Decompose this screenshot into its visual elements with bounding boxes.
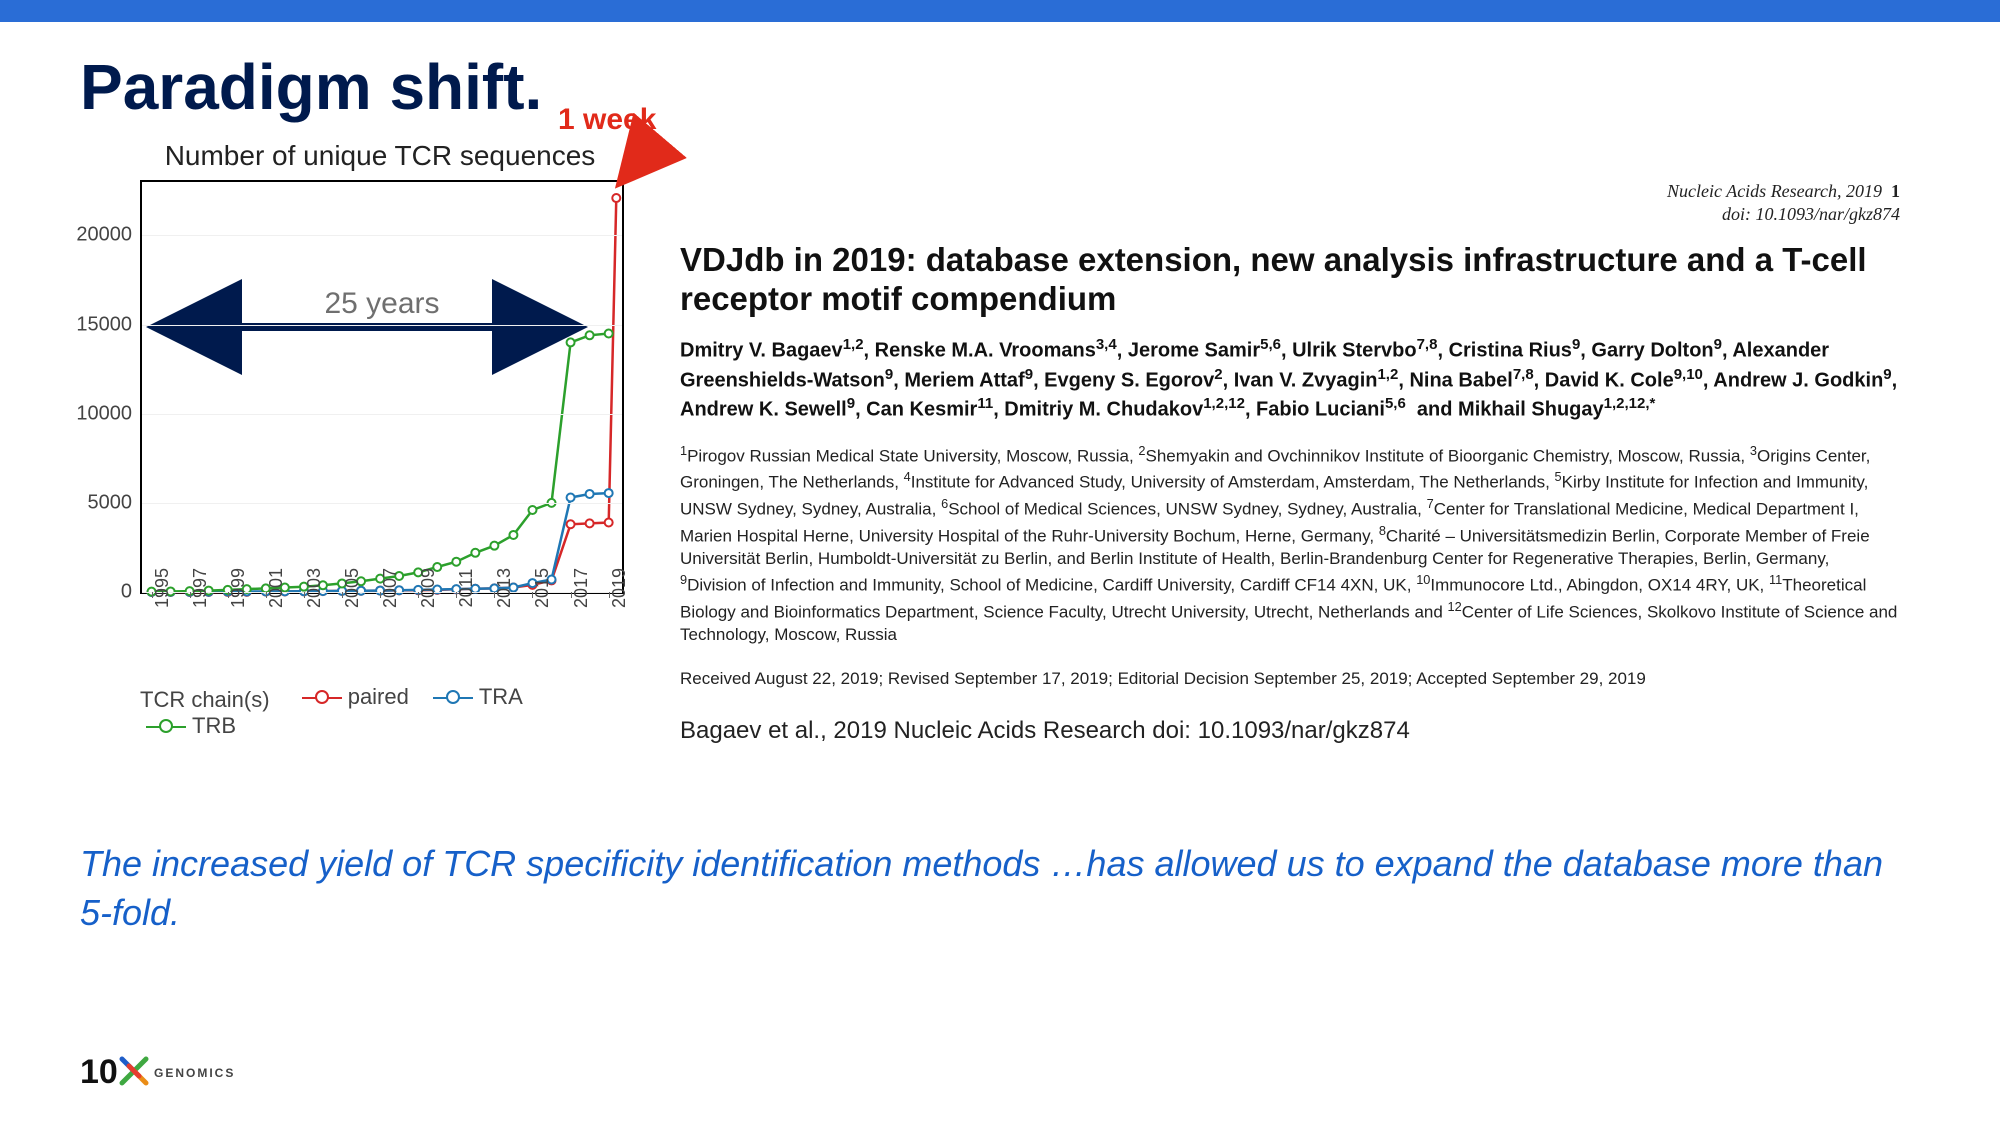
paper-affiliations: 1Pirogov Russian Medical State Universit…: [680, 442, 1900, 647]
accent-bar: [0, 0, 2000, 22]
paper-title: VDJdb in 2019: database extension, new a…: [680, 241, 1900, 319]
logo-x-icon: [122, 1059, 146, 1083]
slide-quote: The increased yield of TCR specificity i…: [80, 840, 1900, 937]
paper-journal-header: Nucleic Acids Research, 2019 1 doi: 10.1…: [680, 180, 1900, 225]
chart-legend: TCR chain(s) paired TRA TRB: [140, 684, 640, 742]
span-label: 25 years: [324, 287, 439, 321]
paper-revision-history: Received August 22, 2019; Revised Septem…: [680, 669, 1900, 689]
logo-10: 10: [80, 1053, 118, 1091]
paper-citation-block: Nucleic Acids Research, 2019 1 doi: 10.1…: [680, 180, 1900, 745]
chart-plot-area: 25 years 0500010000150002000019951997199…: [140, 180, 624, 594]
tcr-chart-container: Number of unique TCR sequences 25 years …: [80, 140, 640, 742]
legend-item-paired: paired: [296, 684, 409, 710]
paper-short-citation: Bagaev et al., 2019 Nucleic Acids Resear…: [680, 717, 1900, 745]
presentation-slide: Paradigm shift. Number of unique TCR seq…: [0, 0, 2000, 1128]
tenx-genomics-logo: 10 GENOMICS: [80, 1053, 270, 1098]
legend-title: TCR chain(s): [140, 687, 270, 712]
span-arrow: [142, 182, 622, 592]
logo-genomics-label: GENOMICS: [154, 1066, 235, 1080]
paper-authors: Dmitry V. Bagaev1,2, Renske M.A. Vrooman…: [680, 335, 1900, 424]
slide-title: Paradigm shift.: [80, 50, 542, 124]
legend-item-TRB: TRB: [140, 713, 236, 739]
legend-item-TRA: TRA: [427, 684, 523, 710]
